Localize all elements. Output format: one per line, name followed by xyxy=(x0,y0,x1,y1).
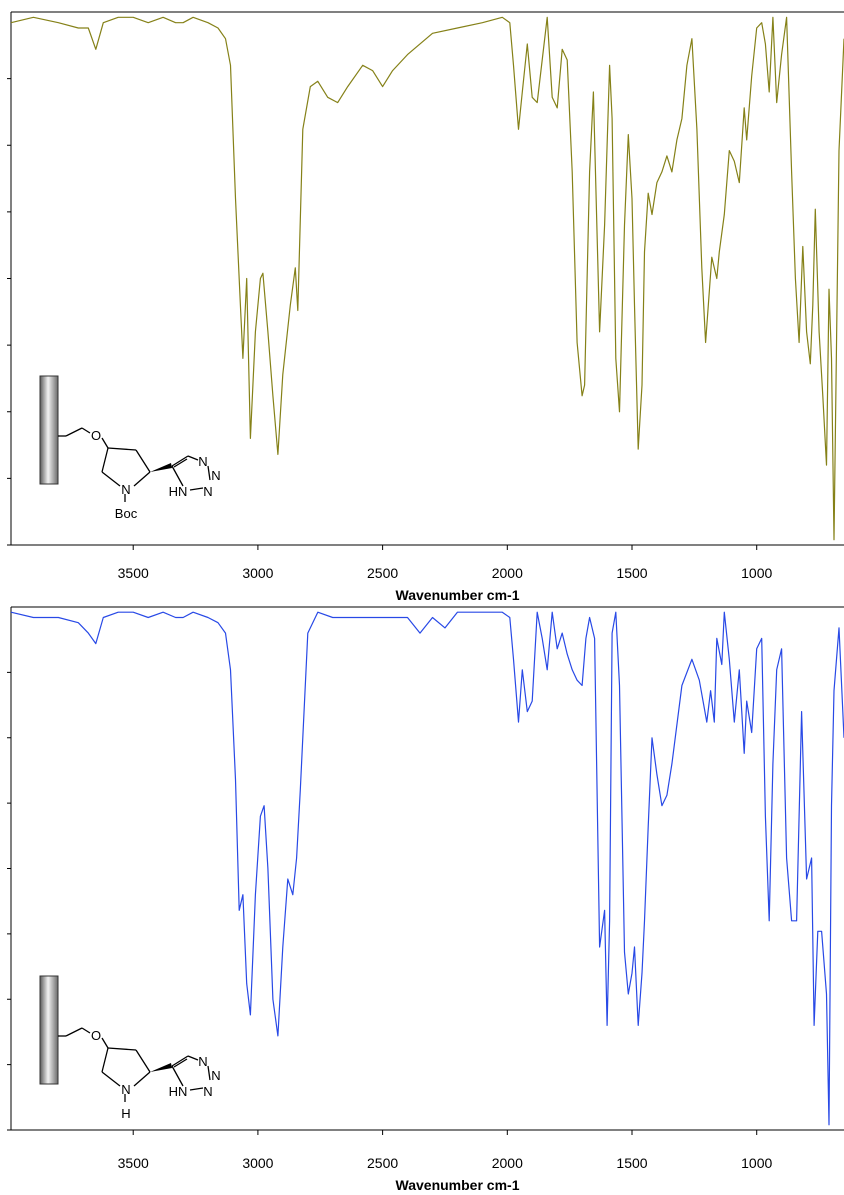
x-tick-label: 3000 xyxy=(242,1155,273,1171)
ether-oxygen-label: O xyxy=(91,428,101,443)
n-substituent-label: H xyxy=(121,1106,130,1121)
pyrrolidine-n-label: N xyxy=(121,1082,130,1097)
x-tick-label: 3500 xyxy=(118,1155,149,1171)
pyrrolidine-n-label: N xyxy=(121,482,130,497)
x-tick-label: 3500 xyxy=(118,565,149,581)
wedge-bond xyxy=(150,1063,172,1072)
x-tick-label: 3000 xyxy=(242,565,273,581)
spectrum-line xyxy=(10,611,844,1126)
x-tick-label: 2500 xyxy=(367,1155,398,1171)
x-tick-label: 1500 xyxy=(616,565,647,581)
structure-bonds xyxy=(58,427,211,502)
x-tick-label: 1000 xyxy=(741,565,772,581)
wedge-bond xyxy=(150,463,172,472)
tetrazole-nh-label: HN xyxy=(169,1084,188,1099)
x-tick-label: 2500 xyxy=(367,565,398,581)
spectrum-panel-boc: 3500 3000 2500 2000 1500 1000 Wavenumber cm-1 O… xyxy=(7,11,844,603)
resin-bead xyxy=(39,975,59,1085)
tetrazole-n1-label: N xyxy=(198,454,207,469)
resin-bead xyxy=(39,375,59,485)
x-tick-label: 1000 xyxy=(741,1155,772,1171)
spectrum-line xyxy=(10,16,844,541)
spectrum-panel-nh: 3500 3000 2500 2000 1500 1000 Wavenumber cm-1 O… xyxy=(7,606,844,1193)
tetrazole-n1-label: N xyxy=(198,1054,207,1069)
x-axis-title: Wavenumber cm-1 xyxy=(396,587,520,603)
tetrazole-n3-label: N xyxy=(203,484,212,499)
x-tick-label: 2000 xyxy=(492,1155,523,1171)
tetrazole-n3-label: N xyxy=(203,1084,212,1099)
x-tick-label: 1500 xyxy=(616,1155,647,1171)
n-substituent-label: Boc xyxy=(115,506,138,521)
x-tick-label: 2000 xyxy=(492,565,523,581)
structure-bonds xyxy=(58,1027,211,1102)
tetrazole-nh-label: HN xyxy=(169,484,188,499)
tetrazole-n2-label: N xyxy=(211,468,220,483)
tetrazole-n2-label: N xyxy=(211,1068,220,1083)
ether-oxygen-label: O xyxy=(91,1028,101,1043)
x-axis-title: Wavenumber cm-1 xyxy=(396,1177,520,1193)
